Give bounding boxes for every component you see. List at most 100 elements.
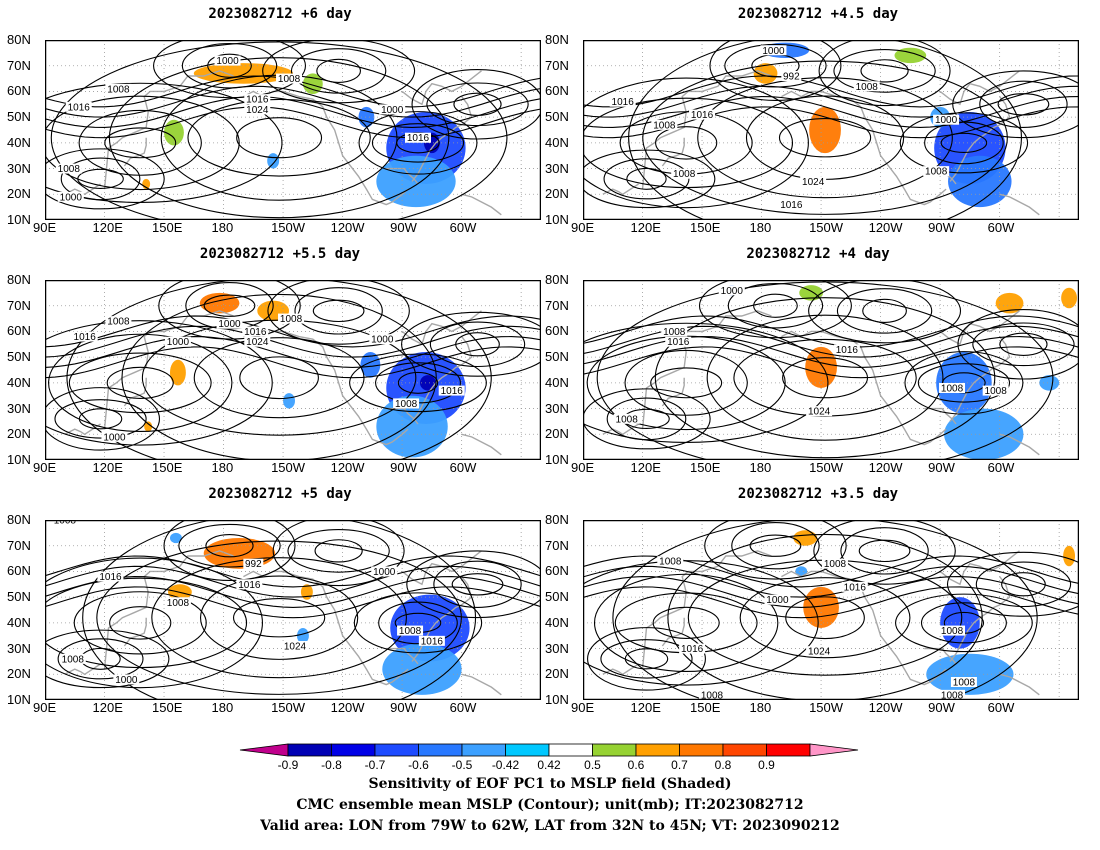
lat-tick-label: 50N xyxy=(545,349,569,365)
contour-label-bg xyxy=(821,558,848,569)
lat-tick-label: 50N xyxy=(7,589,31,605)
isobar-contour xyxy=(272,520,405,587)
colorbar-box xyxy=(592,743,637,757)
contour-label: 1000 xyxy=(60,192,83,203)
isobar-contour xyxy=(749,534,802,557)
contour-label: 1000 xyxy=(115,675,138,686)
contour-label-bg xyxy=(939,689,966,700)
map-frame xyxy=(45,40,541,220)
contour-label-bg xyxy=(609,96,636,107)
contour-label-bg xyxy=(923,166,950,177)
sensitivity-positive-area xyxy=(805,346,837,388)
map-frame xyxy=(583,280,1079,460)
isobar-contour xyxy=(199,575,359,660)
contour-label-bg xyxy=(276,73,303,84)
coastline xyxy=(103,70,234,190)
lon-tick-label: 90E xyxy=(571,460,595,475)
contour-label: 1000 xyxy=(218,319,241,330)
isobar-contour xyxy=(946,551,1079,617)
isobar-contour xyxy=(952,70,1079,139)
contour-label-bg xyxy=(105,316,132,327)
isobar-contour xyxy=(920,602,1007,644)
lon-tick-label: 90W xyxy=(928,700,955,715)
contour-label-bg xyxy=(933,114,960,125)
contour-label-bg xyxy=(679,643,706,654)
contour-label-bg xyxy=(57,191,84,202)
contour-label-bg xyxy=(55,163,82,174)
isobar-contour xyxy=(667,533,983,700)
isobar-contour xyxy=(836,288,933,334)
map-panel: 1000 1008 1016 1016 1008 1008 1024 1008 xyxy=(583,280,1079,460)
contour-label-bg xyxy=(939,383,966,393)
isobar-contour xyxy=(583,77,809,209)
sensitivity-negative-area xyxy=(169,532,182,544)
contour-label: 1008 xyxy=(280,314,303,325)
colorbar-label: -0.9 xyxy=(278,758,299,772)
lat-tick-label: 20N xyxy=(545,186,569,202)
contour-label: 1008 xyxy=(659,557,682,568)
contour-label: 1008 xyxy=(62,654,85,665)
contour-label-bg xyxy=(833,344,860,355)
contour-label-bg xyxy=(214,55,241,66)
contour-label: 1016 xyxy=(74,332,97,343)
contour-label-bg xyxy=(671,168,698,179)
isobar-contour xyxy=(358,111,478,175)
contour-label-bg xyxy=(244,104,271,115)
contour-label: 1008 xyxy=(824,559,847,570)
lat-tick-label: 50N xyxy=(545,109,569,125)
coastline xyxy=(461,673,502,696)
contour-label: 1000 xyxy=(721,286,744,297)
lon-tick-label: 120W xyxy=(868,220,903,235)
contour-label-bg xyxy=(689,109,716,120)
isobar-contour xyxy=(48,333,233,433)
contour-label-bg xyxy=(418,635,445,646)
contour-label-bg xyxy=(242,326,269,337)
lat-tick-label: 10N xyxy=(545,452,569,467)
contour-label: 1016 xyxy=(844,582,867,593)
isobar-contour xyxy=(45,346,541,379)
isobar-contour xyxy=(862,298,907,323)
contour-label-bg xyxy=(800,176,827,187)
footer-title: Sensitivity of EOF PC1 to MSLP field (Sh… xyxy=(368,776,732,792)
contour-label: 1008 xyxy=(107,84,130,95)
lon-tick-label: 120E xyxy=(630,460,661,475)
lat-tick-label: 60N xyxy=(7,563,31,579)
coastline xyxy=(103,550,234,670)
lat-tick-label: 30N xyxy=(545,160,569,176)
sensitivity-positive-area xyxy=(995,292,1024,314)
contour-label: 1016 xyxy=(99,572,122,583)
isobar-contour xyxy=(45,106,541,139)
contour-label-bg xyxy=(781,71,802,81)
isobar-contour xyxy=(818,40,951,107)
contour-label: 1024 xyxy=(802,177,825,188)
isobar-contour xyxy=(54,399,147,439)
isobar-contour xyxy=(583,75,1079,108)
isobar-contour xyxy=(583,149,716,209)
isobar-contour xyxy=(314,539,363,563)
coastline xyxy=(661,377,685,407)
lat-tick-label: 20N xyxy=(545,426,569,442)
isobar-contour xyxy=(739,577,911,659)
isobar-contour xyxy=(972,322,1075,367)
lon-tick-label: 150E xyxy=(690,220,721,235)
contour-label-bg xyxy=(718,285,745,296)
map-frame xyxy=(45,520,541,700)
isobar-contour xyxy=(975,561,1072,608)
isobar-contour xyxy=(45,586,541,619)
isobar-contour xyxy=(603,158,690,200)
contour-label-bg xyxy=(404,132,431,143)
lon-tick-label: 120W xyxy=(330,220,365,235)
isobar-contour xyxy=(153,40,306,99)
map-frame xyxy=(583,520,1079,700)
isobar-contour xyxy=(957,309,1079,380)
lat-tick-label: 20N xyxy=(545,666,569,682)
isobar-contour xyxy=(68,352,212,414)
contour-label: 1000 xyxy=(381,105,404,116)
contour-label: 1016 xyxy=(780,200,803,211)
isobar-contour xyxy=(45,85,541,118)
isobar-contour xyxy=(624,648,669,670)
contour-label: 1008 xyxy=(616,414,639,425)
contour-label: 1024 xyxy=(284,642,307,653)
contour-label-bg xyxy=(379,104,406,115)
